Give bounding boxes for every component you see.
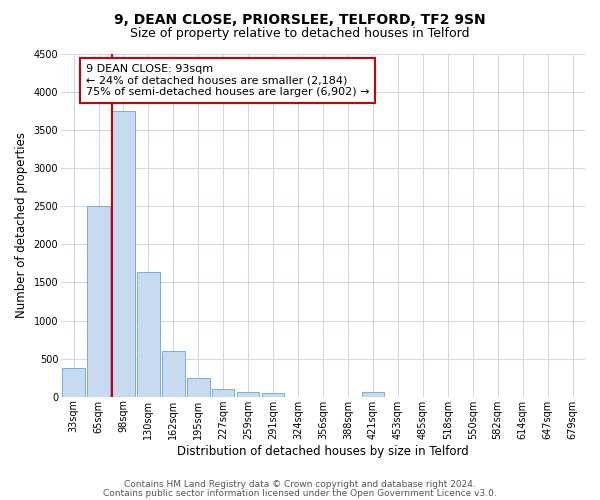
Bar: [237, 392, 259, 396]
Bar: [87, 206, 110, 396]
Text: Contains HM Land Registry data © Crown copyright and database right 2024.: Contains HM Land Registry data © Crown c…: [124, 480, 476, 489]
Text: Size of property relative to detached houses in Telford: Size of property relative to detached ho…: [130, 28, 470, 40]
Bar: [212, 389, 235, 396]
Bar: [187, 378, 209, 396]
Bar: [112, 111, 134, 397]
Bar: [62, 368, 85, 396]
Y-axis label: Number of detached properties: Number of detached properties: [15, 132, 28, 318]
Bar: [137, 272, 160, 396]
Bar: [262, 393, 284, 396]
Text: Contains public sector information licensed under the Open Government Licence v3: Contains public sector information licen…: [103, 488, 497, 498]
Bar: [162, 351, 185, 397]
Text: 9 DEAN CLOSE: 93sqm
← 24% of detached houses are smaller (2,184)
75% of semi-det: 9 DEAN CLOSE: 93sqm ← 24% of detached ho…: [86, 64, 370, 97]
Text: 9, DEAN CLOSE, PRIORSLEE, TELFORD, TF2 9SN: 9, DEAN CLOSE, PRIORSLEE, TELFORD, TF2 9…: [114, 12, 486, 26]
Bar: [362, 392, 384, 396]
X-axis label: Distribution of detached houses by size in Telford: Distribution of detached houses by size …: [177, 444, 469, 458]
